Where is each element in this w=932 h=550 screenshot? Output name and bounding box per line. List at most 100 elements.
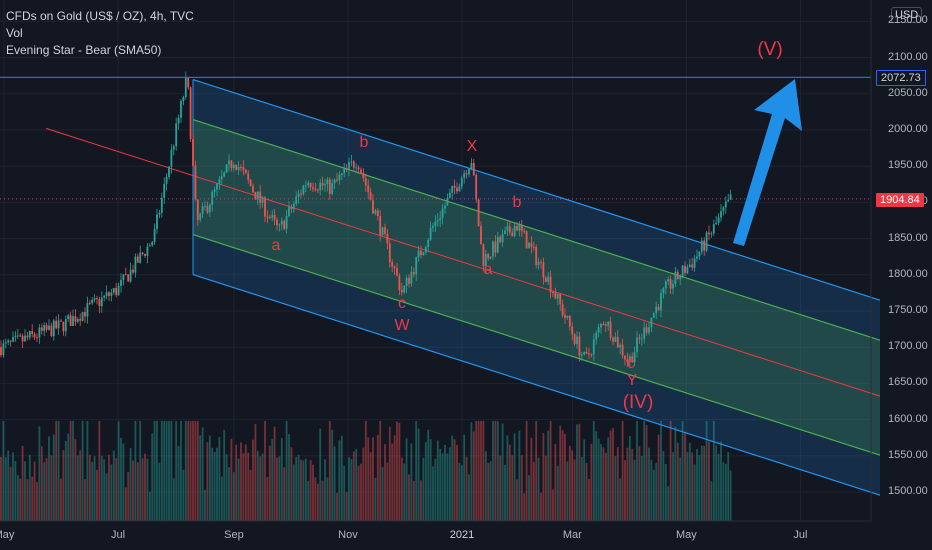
legend-volume[interactable]: Vol	[6, 26, 23, 40]
candle-body	[643, 327, 646, 339]
candle-body	[374, 210, 377, 214]
volume-bar	[564, 433, 566, 521]
candle-body	[640, 338, 643, 340]
volume-bar	[319, 428, 322, 521]
volume-bar	[588, 478, 590, 521]
volume-bar	[134, 421, 137, 521]
candle-body	[691, 264, 694, 268]
candle-body	[492, 241, 494, 257]
volume-bar	[266, 477, 269, 521]
legend-indicator[interactable]: Evening Star - Bear (SMA50)	[6, 43, 162, 57]
candle-body	[475, 174, 478, 200]
volume-bar	[285, 421, 288, 521]
volume-bar	[88, 454, 91, 521]
projection-arrow-shape	[733, 79, 802, 246]
candle-body	[36, 337, 38, 339]
volume-bar	[614, 456, 617, 521]
candle-body	[225, 164, 228, 173]
volume-bar	[91, 461, 94, 521]
candle-body	[429, 227, 432, 240]
volume-bar	[374, 477, 377, 521]
volume-bar	[240, 442, 242, 521]
candle-body	[532, 246, 535, 248]
candle-body	[484, 253, 487, 267]
candle-body	[52, 320, 55, 337]
candle-body	[206, 206, 209, 213]
candle-body	[148, 245, 151, 247]
volume-bar	[458, 462, 461, 521]
candle-body	[528, 242, 530, 249]
candle-body	[14, 336, 17, 338]
volume-bar	[81, 421, 84, 521]
candle-body	[573, 334, 576, 344]
volume-bar	[453, 439, 456, 521]
time-tick-label: Jul	[793, 529, 808, 541]
channel-inner-upper-line	[192, 119, 881, 341]
candle-body	[201, 206, 204, 214]
volume-bar	[424, 441, 427, 521]
candle-body	[235, 164, 238, 170]
volume-bar	[235, 444, 238, 521]
time-tick-label: Sep	[224, 529, 244, 541]
volume-bar	[194, 421, 197, 521]
volume-bar	[129, 447, 132, 521]
candle-body	[655, 306, 658, 314]
candle-body	[720, 211, 722, 218]
volume-bar	[110, 464, 113, 521]
volume-bar	[542, 433, 545, 521]
candle-body	[288, 207, 290, 216]
volume-bar	[0, 456, 2, 521]
candle-body	[417, 250, 420, 257]
volume-bar	[297, 454, 300, 521]
candle-body	[489, 256, 492, 259]
candle-body	[595, 332, 598, 340]
volume-bar	[628, 436, 631, 521]
volume-bar	[168, 421, 170, 521]
candle-body	[672, 283, 674, 289]
volume-bar	[333, 446, 336, 521]
volume-bar	[657, 434, 660, 521]
candle-body	[312, 187, 314, 190]
volume-bar	[220, 476, 223, 521]
volume-bar	[403, 463, 406, 521]
candle-body	[727, 199, 730, 202]
volume-bar	[295, 456, 298, 521]
volume-bar	[201, 427, 204, 521]
volume-bar	[304, 458, 307, 521]
volume-bar	[540, 492, 542, 521]
channel-lower-line	[192, 274, 881, 496]
candle-body	[544, 277, 547, 283]
volume-bar	[600, 444, 602, 521]
volume-bar	[535, 421, 538, 521]
candle-body	[446, 198, 449, 206]
candle-body	[252, 185, 254, 193]
volume-bar	[528, 475, 530, 521]
legend-symbol[interactable]: CFDs on Gold (US$ / OZ), 4h, TVC	[6, 9, 194, 23]
volume-bar	[688, 442, 691, 521]
candle-body	[652, 313, 655, 318]
candle-body	[2, 343, 5, 356]
volume-bar	[288, 434, 290, 521]
volume-bar	[520, 455, 523, 521]
candle-body	[520, 225, 523, 231]
currency-button[interactable]: USD	[891, 7, 923, 23]
volume-bar	[328, 421, 331, 521]
candle-body	[400, 290, 403, 293]
candle-body	[422, 252, 425, 256]
candle-body	[72, 316, 74, 326]
volume-bar	[31, 476, 34, 521]
candle-body	[592, 339, 595, 355]
candle-body	[530, 242, 533, 247]
candle-body	[326, 179, 329, 185]
volume-bar	[597, 438, 600, 521]
candle-body	[62, 321, 65, 332]
volume-bar	[376, 434, 379, 521]
candle-body	[348, 162, 350, 169]
volume-bar	[264, 421, 266, 521]
candle-body	[60, 320, 62, 322]
volume-bar	[592, 421, 595, 521]
volume-bar	[208, 435, 211, 521]
volume-bar	[213, 451, 216, 521]
wave-label-iv: (IV)	[622, 392, 654, 413]
